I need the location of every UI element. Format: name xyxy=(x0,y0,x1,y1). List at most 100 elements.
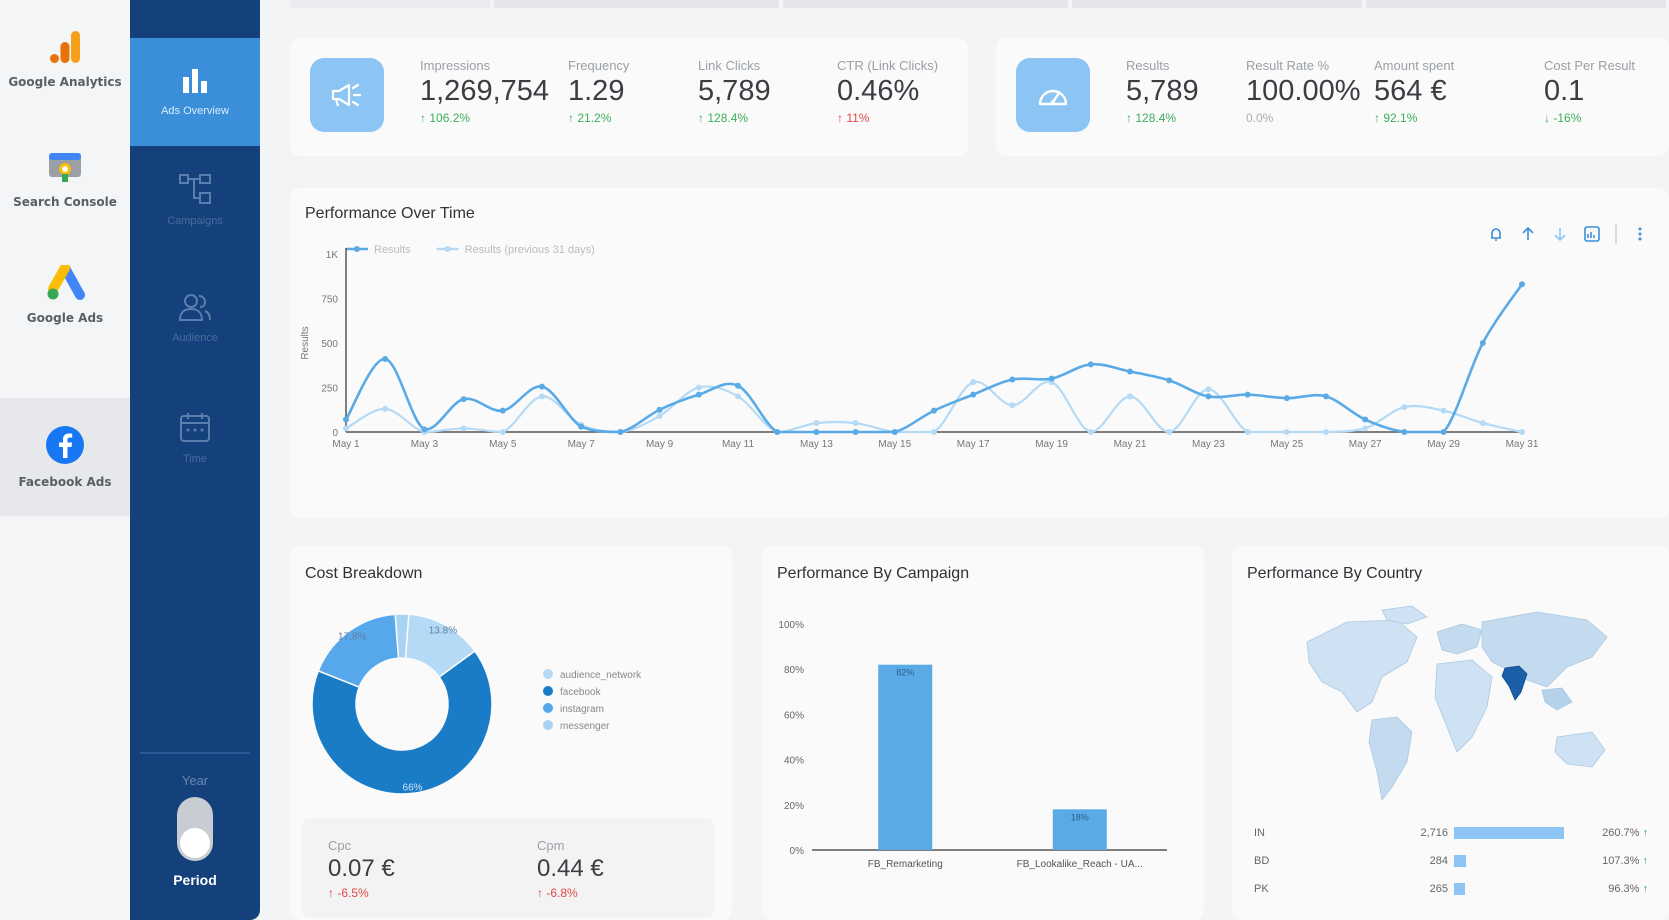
nav-item-audience[interactable]: Audience xyxy=(130,264,260,372)
data-point-results xyxy=(1244,391,1251,398)
x-tick-label: May 21 xyxy=(1114,439,1147,450)
data-point-results xyxy=(578,423,585,430)
data-point-results xyxy=(1323,393,1329,400)
data-point-previous xyxy=(1440,407,1447,414)
metric-change: ↑ 21.2% xyxy=(568,111,612,125)
nav-item-time[interactable]: Time xyxy=(130,384,260,492)
data-point-previous xyxy=(1519,429,1525,435)
table-row[interactable]: BD 284 107.3% ↑ xyxy=(1244,846,1656,874)
metric-change: ↑ 92.1% xyxy=(1374,111,1418,125)
data-point-results xyxy=(1048,375,1055,382)
map-africa xyxy=(1434,659,1493,753)
x-tick-label: May 13 xyxy=(800,439,833,450)
data-point-results xyxy=(656,406,663,413)
table-row[interactable]: PK 265 96.3% ↑ xyxy=(1244,874,1656,902)
metric-change-value: 11% xyxy=(846,111,870,125)
country-table: IN 2,716 260.7% ↑ BD 284 107.3% ↑ PK 265… xyxy=(1244,818,1656,902)
chart-toolbar xyxy=(1487,224,1649,244)
country-change: 107.3% ↑ xyxy=(1602,855,1648,867)
bell-icon[interactable] xyxy=(1487,225,1505,243)
data-point-previous xyxy=(1401,404,1408,411)
nav-label: Audience xyxy=(172,332,218,344)
top-tab[interactable] xyxy=(494,0,779,8)
donut-chart: 13.8% 66% 17.8% audience_network facebook in… xyxy=(311,613,642,795)
top-tab[interactable] xyxy=(1072,0,1362,8)
data-point-results xyxy=(382,356,389,363)
y-tick-label: 250 xyxy=(321,384,338,395)
metric-change: 0.0% xyxy=(1246,111,1274,125)
nav-item-ads-overview[interactable]: Ads Overview xyxy=(130,38,260,146)
performance-by-campaign-card: Performance By Campaign 0% 20% 40% 60% 80% 10… xyxy=(762,546,1204,920)
world-map[interactable] xyxy=(1287,602,1617,812)
data-point-results xyxy=(1362,416,1369,423)
legend-swatch xyxy=(543,703,553,713)
table-row[interactable]: IN 2,716 260.7% ↑ xyxy=(1244,818,1656,846)
top-tab[interactable] xyxy=(1366,0,1666,8)
metric-change: ↓ -16% xyxy=(1544,111,1582,125)
legend-label: messenger xyxy=(560,721,610,732)
legend-swatch-dot xyxy=(444,246,451,252)
kpi-icon-box xyxy=(1016,58,1090,132)
performance-over-time-card: Performance Over Time Results Results (pr… xyxy=(290,188,1669,518)
chart-settings-icon[interactable] xyxy=(1583,225,1601,243)
x-tick-label: May 7 xyxy=(568,439,596,450)
metric-change: ↑ -6.5% xyxy=(328,886,369,900)
metric-value: 564 € xyxy=(1374,75,1447,107)
bar-chart-icon xyxy=(183,69,207,93)
x-tick-label: May 29 xyxy=(1427,439,1460,450)
more-vert-icon[interactable] xyxy=(1631,225,1649,243)
y-tick-label: 500 xyxy=(321,339,338,350)
metric-link-clicks: Link Clicks 5,789 ↑ 128.4% xyxy=(698,58,771,125)
x-tick-label: May 11 xyxy=(722,439,754,450)
data-point-results xyxy=(891,429,898,435)
country-bar xyxy=(1454,883,1465,895)
top-tab[interactable] xyxy=(783,0,1068,8)
nav-label: Campaigns xyxy=(167,215,223,227)
sort-descending-icon[interactable] xyxy=(1551,225,1569,243)
country-bar xyxy=(1454,855,1466,867)
app-search-console[interactable]: Search Console xyxy=(0,118,130,236)
y-tick-label: 0 xyxy=(332,428,338,439)
y-tick-label: 100% xyxy=(778,620,804,631)
metric-cpm: Cpm 0.44 € ↑ -6.8% xyxy=(537,838,604,900)
nav-item-campaigns[interactable]: Campaigns xyxy=(130,146,260,254)
bar-data-label: 82% xyxy=(896,668,914,678)
x-tick-label: May 31 xyxy=(1506,439,1539,450)
data-point-results xyxy=(970,391,977,398)
data-point-previous xyxy=(382,405,389,412)
metric-change-value: -6.5% xyxy=(337,886,369,900)
x-tick-label: May 27 xyxy=(1349,439,1382,450)
x-tick-label: FB_Remarketing xyxy=(868,859,943,870)
users-icon xyxy=(178,294,211,321)
map-southeast-asia xyxy=(1541,687,1573,711)
metric-results: Results 5,789 ↑ 128.4% xyxy=(1126,58,1199,125)
nav-label: Time xyxy=(182,453,208,465)
legend-swatch xyxy=(543,686,553,696)
app-label: Search Console xyxy=(13,195,117,209)
map-india xyxy=(1501,665,1528,701)
data-point-previous xyxy=(813,420,820,427)
sort-ascending-icon[interactable] xyxy=(1519,225,1537,243)
top-tab[interactable] xyxy=(290,0,490,8)
bar-chart: 0% 20% 40% 60% 80% 100% 82% FB_Remarketing 18% F… xyxy=(778,620,1167,870)
data-point-previous xyxy=(931,429,937,435)
app-facebook-ads[interactable]: Facebook Ads xyxy=(0,398,130,516)
period-toggle[interactable] xyxy=(177,797,213,861)
toolbar-divider xyxy=(1615,224,1617,244)
country-code: IN xyxy=(1254,827,1265,839)
card-title: Performance By Campaign xyxy=(777,565,970,582)
map-europe xyxy=(1436,623,1483,655)
data-point-results xyxy=(1401,429,1408,435)
performance-by-country-card: Performance By Country IN 2,716 260.7% ↑… xyxy=(1232,546,1669,920)
metric-amount-spent: Amount spent 564 € ↑ 92.1% xyxy=(1374,58,1454,125)
x-tick-label: May 3 xyxy=(411,439,439,450)
x-tick-label: FB_Lookalike_Reach - UA... xyxy=(1017,859,1143,870)
kpi-card-results: Results 5,789 ↑ 128.4% Result Rate % 100… xyxy=(996,38,1669,156)
line-chart: Results Results (previous 31 days) 0 250 50… xyxy=(300,244,1539,450)
app-google-analytics[interactable]: Google Analytics xyxy=(0,0,130,118)
data-point-results xyxy=(1127,368,1133,375)
metric-label: Cpc xyxy=(328,838,352,853)
app-google-ads[interactable]: Google Ads xyxy=(0,236,130,354)
metric-change-value: -6.8% xyxy=(546,886,578,900)
data-point-results xyxy=(735,382,741,389)
